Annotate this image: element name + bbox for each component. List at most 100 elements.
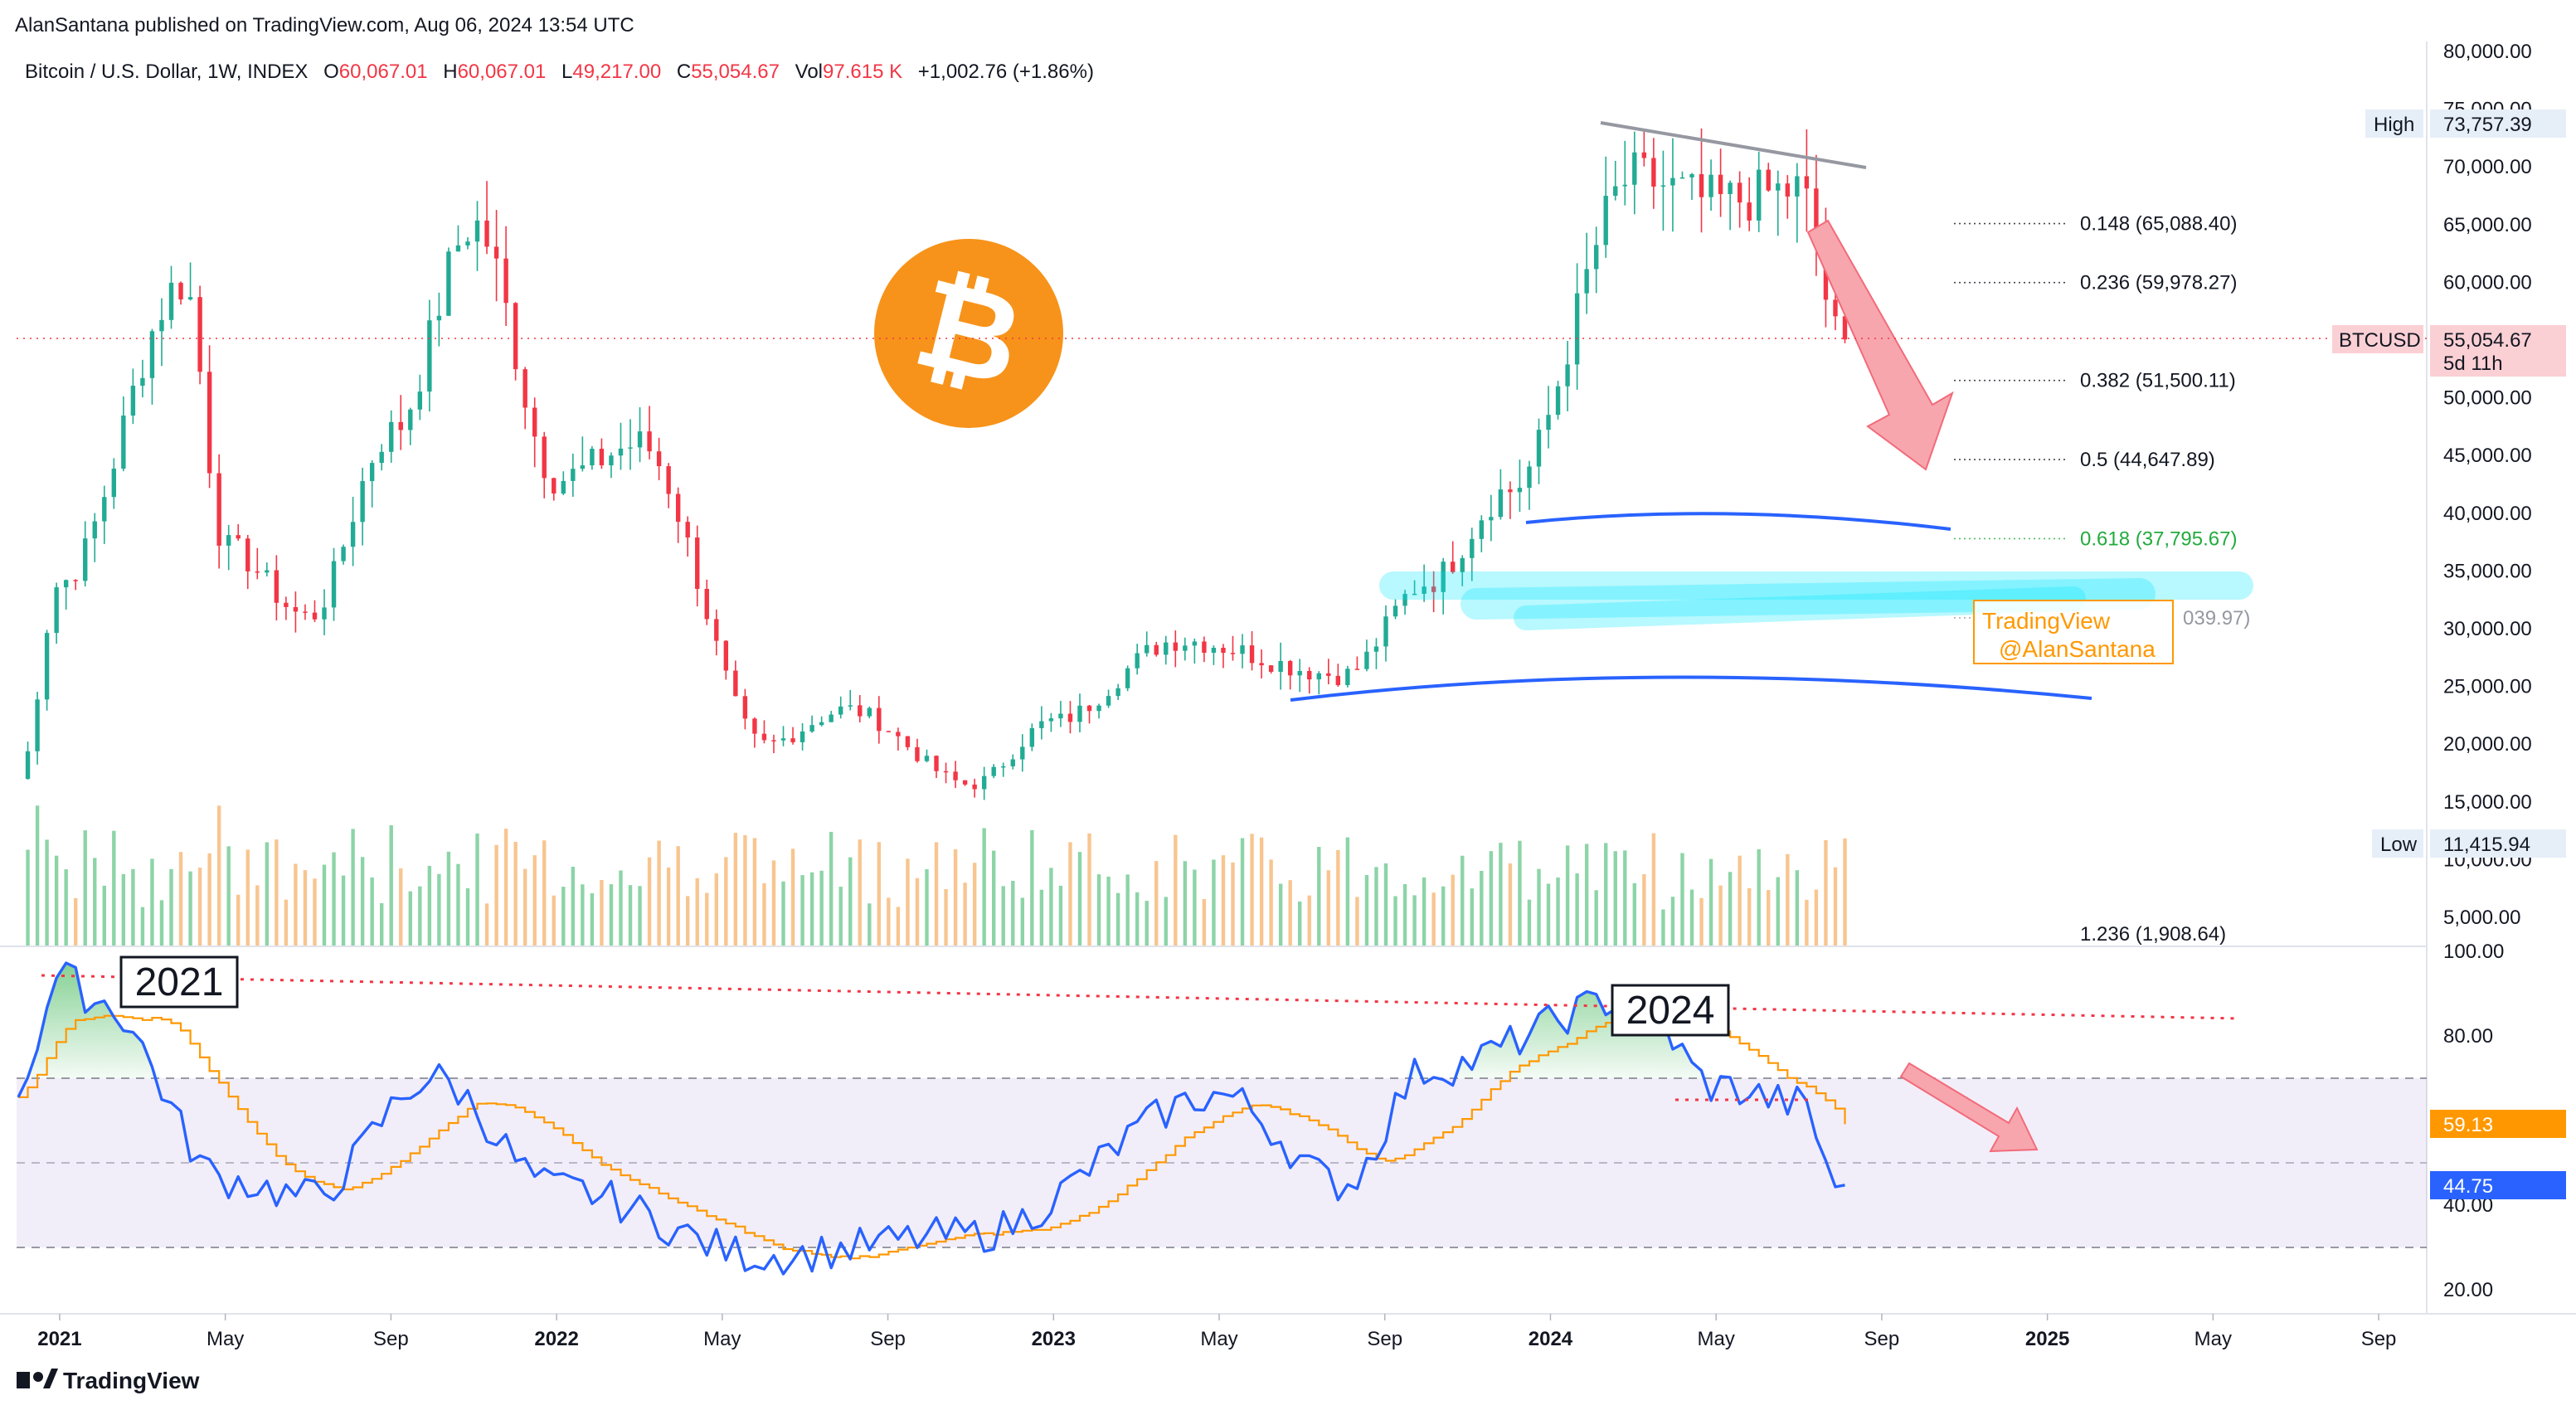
symbol-name[interactable]: Bitcoin / U.S. Dollar, 1W, INDEX — [25, 61, 308, 83]
candle — [723, 639, 729, 680]
candle — [858, 695, 863, 722]
candle — [1268, 665, 1274, 674]
candle — [1173, 630, 1179, 668]
fib-level[interactable]: 0.236 (59,978.27) — [1954, 272, 2237, 294]
volume-bar — [1594, 890, 1598, 946]
candle — [934, 755, 939, 779]
candle — [1747, 177, 1752, 231]
candle — [1776, 170, 1781, 236]
candle — [245, 535, 250, 590]
candle — [1718, 148, 1723, 217]
fib-level[interactable]: 0.382 (51,500.11) — [1954, 370, 2236, 392]
time-label: Sep — [870, 1328, 906, 1350]
label-box-2021[interactable]: 2021 — [119, 955, 239, 1009]
candle — [1555, 381, 1561, 420]
candle — [389, 410, 394, 463]
volume-bar — [427, 865, 432, 946]
volume-bar — [743, 834, 747, 946]
volume-bar — [1240, 838, 1245, 946]
candle — [1757, 151, 1762, 232]
candle — [417, 374, 423, 421]
volume-bar — [1412, 895, 1417, 946]
volume-bar — [112, 830, 116, 946]
candle — [1795, 163, 1800, 243]
current-symbol-label: BTCUSD — [2339, 329, 2421, 352]
volume-bar — [1604, 843, 1608, 946]
volume-bar — [45, 839, 49, 946]
volume-bar — [676, 846, 680, 946]
volume-bar — [303, 870, 308, 946]
time-label: 2024 — [1529, 1328, 1573, 1350]
candle — [1039, 706, 1044, 740]
volume-bar — [140, 907, 145, 946]
candle — [474, 201, 480, 271]
candle — [1354, 656, 1360, 670]
fib-level[interactable]: 0.148 (65,088.40) — [1954, 213, 2237, 236]
volume-bar — [322, 864, 327, 946]
volume-bar — [1422, 877, 1427, 946]
volume-bar — [197, 868, 202, 946]
fib-level[interactable]: 1.236 (1,908.64) — [2080, 923, 2226, 946]
volume-bar — [1518, 840, 1522, 946]
volume-bar — [1814, 889, 1819, 946]
down-arrow-small[interactable] — [1899, 1062, 2039, 1153]
fib-label: 039.97) — [2183, 607, 2250, 630]
candle — [953, 761, 958, 789]
candle — [542, 431, 547, 498]
candle — [628, 419, 633, 470]
price-axis[interactable]: 80,000.0075,000.0070,000.0065,000.0060,0… — [2443, 41, 2532, 929]
volume-bar — [1049, 868, 1053, 946]
volume-bar — [178, 852, 183, 946]
volume-bar — [1651, 833, 1656, 946]
volume-bar — [35, 805, 40, 946]
support-curve-upper[interactable] — [1525, 512, 1951, 531]
volume-bar — [207, 853, 211, 946]
volume-bar — [159, 900, 164, 946]
descending-trendline[interactable] — [1600, 121, 1867, 169]
candle — [1584, 232, 1589, 314]
rsi-resistance-line[interactable] — [41, 974, 2240, 1020]
low-marker-value: 11,415.94 — [2443, 834, 2530, 856]
open-label: O — [323, 61, 339, 83]
volume-bar — [513, 842, 518, 946]
candle — [1679, 171, 1685, 179]
candle — [1460, 555, 1465, 586]
volume-bar — [1632, 882, 1637, 946]
low-marker-label: Low — [2380, 834, 2418, 856]
time-label: Sep — [2361, 1328, 2397, 1350]
candle — [1211, 645, 1217, 665]
volume-bar — [1480, 870, 1484, 946]
volume-bar — [705, 892, 709, 946]
candle — [867, 706, 872, 719]
close-value: 55,054.67 — [691, 61, 780, 83]
fib-level[interactable]: 0.5 (44,647.89) — [1954, 449, 2215, 471]
candle — [1622, 140, 1627, 206]
candle — [503, 226, 508, 326]
candle — [666, 463, 671, 508]
candle — [1307, 667, 1312, 694]
author-watermark[interactable]: TradingView @AlanSantana — [1973, 600, 2174, 664]
candle — [1565, 341, 1570, 411]
support-curve-lower[interactable] — [1290, 675, 2092, 702]
down-arrow-large[interactable] — [1806, 219, 1954, 471]
volume-bar — [1718, 885, 1723, 946]
time-label: 2021 — [37, 1328, 81, 1350]
volume-bar — [1068, 842, 1072, 946]
tradingview-footer[interactable]: TradingView — [17, 1368, 200, 1393]
candle — [1814, 154, 1819, 276]
volume-bar — [446, 851, 451, 946]
volume-bar — [1499, 843, 1503, 946]
volume-bar — [609, 884, 614, 946]
candle — [771, 734, 776, 754]
time-axis[interactable]: 2021 May Sep 2022 May Sep 2023 May Sep 2024 May Sep… — [37, 1314, 2396, 1350]
candle — [1660, 150, 1666, 231]
volume-bar — [1336, 849, 1340, 946]
label-box-2024[interactable]: 2024 — [1611, 984, 1730, 1037]
rsi-overbought-fill — [18, 963, 1845, 1078]
fib-level[interactable]: 0.618 (37,795.67) — [1954, 528, 2237, 550]
volume-bar — [216, 805, 221, 946]
volume-bar — [1776, 877, 1780, 946]
volume-bar — [695, 878, 699, 946]
